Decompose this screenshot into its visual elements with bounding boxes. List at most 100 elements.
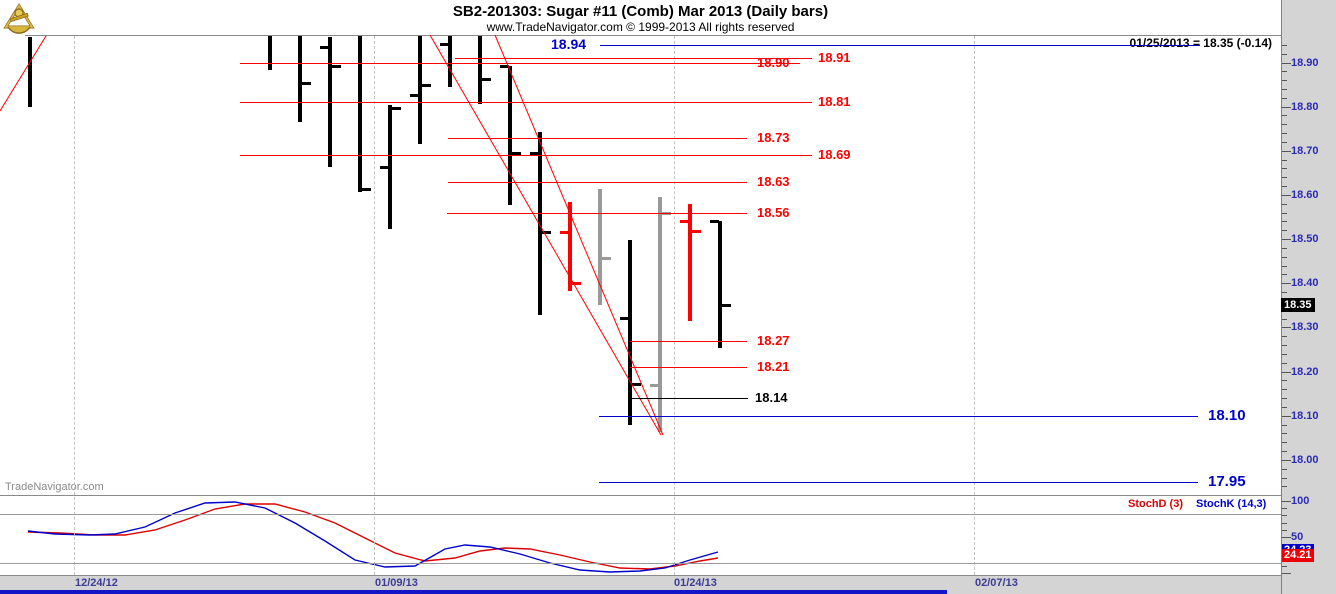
price-level-line — [600, 45, 1200, 46]
price-axis-tick — [1282, 71, 1287, 72]
date-axis-strip — [0, 575, 1281, 594]
stoch-axis-tick — [1282, 573, 1291, 574]
price-axis-tick — [1282, 336, 1287, 337]
price-axis-tick — [1282, 486, 1287, 487]
stoch-axis-tick — [1282, 515, 1287, 516]
stoch-axis-label: 50 — [1291, 531, 1304, 543]
price-level-line — [630, 341, 747, 342]
ohlc-close-tick — [422, 84, 431, 87]
price-axis-label: 18.20 — [1291, 366, 1319, 378]
price-axis-tick — [1282, 107, 1291, 108]
price-level-label: 18.27 — [757, 333, 790, 348]
price-level-line — [240, 102, 812, 103]
price-level-label: 18.94 — [551, 36, 587, 52]
ohlc-open-tick — [410, 94, 419, 97]
stoch-gridline — [0, 563, 1281, 564]
price-axis-tick — [1282, 195, 1291, 196]
price-axis-tick — [1282, 160, 1287, 161]
price-level-label: 18.90 — [757, 55, 790, 70]
price-axis-label: 18.70 — [1291, 145, 1319, 157]
stoch-axis-tick — [1282, 566, 1287, 567]
price-level-line — [448, 182, 747, 183]
stoch-axis-tick — [1282, 537, 1291, 538]
price-level-label: 18.91 — [818, 50, 851, 65]
price-axis-tick — [1282, 177, 1287, 178]
price-axis-tick — [1282, 478, 1287, 479]
price-axis-tick — [1282, 151, 1291, 152]
ohlc-open-tick — [320, 46, 329, 49]
price-level-line — [240, 63, 800, 64]
stoch-panel-top-border — [0, 495, 1281, 496]
price-level-label: 18.21 — [757, 359, 790, 374]
price-axis-tick — [1282, 248, 1287, 249]
price-axis-tick — [1282, 80, 1287, 81]
price-level-line — [599, 482, 1198, 483]
price-axis-tick — [1282, 98, 1287, 99]
price-axis-tick — [1282, 319, 1287, 320]
price-axis-label: 18.40 — [1291, 277, 1319, 289]
stochk-legend-label[interactable]: StochK (14,3) — [1196, 498, 1267, 510]
price-axis-label: 18.10 — [1291, 410, 1319, 422]
price-axis-tick — [1282, 433, 1287, 434]
price-level-label: 18.81 — [818, 94, 851, 109]
ohlc-open-tick — [380, 166, 389, 169]
vertical-gridline — [674, 36, 675, 575]
date-label[interactable]: 01/09/13 — [375, 577, 418, 589]
date-label[interactable]: 12/24/12 — [75, 577, 118, 589]
price-level-line — [240, 155, 812, 156]
vertical-gridline — [74, 36, 75, 575]
stochd-legend-label[interactable]: StochD (3) — [1128, 498, 1183, 510]
ohlc-close-tick — [302, 82, 311, 85]
date-label[interactable]: 01/24/13 — [674, 577, 717, 589]
ohlc-bar — [718, 221, 722, 348]
price-axis-strip — [1281, 0, 1336, 594]
bottom-accent-bar — [0, 590, 947, 594]
price-level-label: 18.56 — [757, 205, 790, 220]
price-axis-tick — [1282, 372, 1291, 373]
date-label[interactable]: 02/07/13 — [975, 577, 1018, 589]
price-axis-tick — [1282, 204, 1287, 205]
ohlc-open-tick — [710, 220, 719, 223]
price-level-line — [448, 138, 747, 139]
ohlc-bar — [298, 36, 302, 122]
last-quote-readout: 01/25/2013 = 18.35 (-0.14) — [1129, 36, 1272, 50]
ohlc-close-tick — [692, 230, 701, 233]
price-axis-tick — [1282, 345, 1287, 346]
ohlc-close-tick — [332, 65, 341, 68]
price-axis-label: 18.80 — [1291, 101, 1319, 113]
chart-title: SB2-201303: Sugar #11 (Comb) Mar 2013 (D… — [452, 3, 829, 20]
ohlc-bar — [358, 36, 362, 192]
copyright-subtitle: www.TradeNavigator.com © 1999-2013 All r… — [486, 20, 795, 34]
price-axis-tick — [1282, 363, 1287, 364]
ohlc-bar — [688, 204, 692, 321]
price-axis-tick — [1282, 469, 1287, 470]
price-level-label: 18.10 — [1208, 407, 1246, 424]
price-axis-label: 18.60 — [1291, 189, 1319, 201]
price-axis-tick — [1282, 274, 1287, 275]
stoch-axis-tick — [1282, 523, 1287, 524]
ohlc-bar — [418, 36, 422, 144]
stoch-axis-label: 100 — [1291, 495, 1310, 507]
price-axis-label: 18.50 — [1291, 233, 1319, 245]
price-level-line — [447, 213, 747, 214]
stoch-axis-tick — [1282, 508, 1287, 509]
price-axis-tick — [1282, 442, 1287, 443]
ohlc-bar — [268, 36, 272, 70]
price-axis-tick — [1282, 221, 1287, 222]
price-axis-tick — [1282, 133, 1287, 134]
price-axis-tick — [1282, 213, 1287, 214]
price-level-label: 18.14 — [755, 390, 788, 405]
ohlc-bar — [388, 105, 392, 229]
ohlc-close-tick — [362, 188, 371, 191]
price-axis-tick — [1282, 416, 1291, 417]
watermark-text: TradeNavigator.com — [5, 481, 104, 493]
price-axis-tick — [1282, 292, 1287, 293]
price-axis-tick — [1282, 425, 1287, 426]
stoch-axis-tick — [1282, 530, 1287, 531]
price-axis-tick — [1282, 451, 1287, 452]
price-level-label: 18.63 — [757, 174, 790, 189]
price-axis-tick — [1282, 63, 1291, 64]
price-level-line — [455, 58, 812, 59]
current-price-box: 18.35 — [1281, 298, 1315, 312]
